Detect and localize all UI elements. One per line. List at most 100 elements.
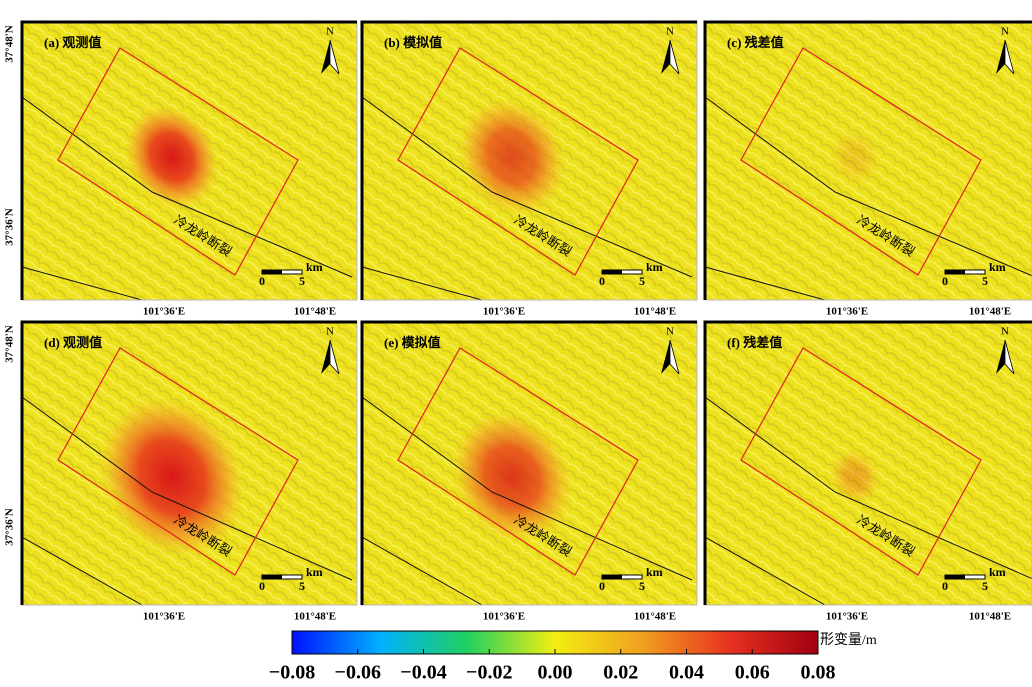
scale-unit: km [306, 565, 323, 579]
map-area [705, 22, 1032, 300]
lon-label: 101°48'E [634, 306, 676, 318]
scale-bar [602, 270, 622, 274]
lat-label: 37°36'N [4, 208, 16, 245]
map-border [360, 20, 697, 300]
north-arrow [669, 339, 680, 375]
scale-tick: 5 [639, 579, 645, 593]
north-label: N [666, 26, 674, 38]
map-area [22, 22, 357, 300]
lon-label: 101°36'E [483, 611, 525, 623]
scale-bar [602, 575, 622, 579]
fault-line [362, 536, 483, 605]
lat-label: 37°48'N [4, 25, 16, 62]
scale-tick: 0 [942, 579, 948, 593]
fault-line [22, 396, 353, 581]
deformation [124, 104, 220, 210]
panel-label: (b) 模拟值 [384, 35, 442, 50]
north-arrow [661, 340, 670, 374]
scale-tick: 0 [599, 274, 605, 288]
colorbar-tick-label: 0.00 [538, 662, 573, 684]
north-arrow [321, 340, 330, 374]
map-area [362, 22, 697, 300]
model-box [57, 347, 299, 576]
model-box [57, 47, 299, 276]
lon-label: 101°48'E [294, 611, 336, 623]
scale-bar [945, 575, 965, 579]
map-border [20, 20, 357, 300]
scale-unit: km [989, 565, 1006, 579]
scale-tick: 5 [982, 274, 988, 288]
lon-label: 101°48'E [969, 611, 1011, 623]
fault-line [362, 396, 693, 581]
fault-line [705, 536, 826, 605]
colorbar-tick-label: −0.02 [466, 662, 512, 684]
north-arrow [996, 40, 1005, 74]
north-arrow [661, 40, 670, 74]
model-box [397, 347, 639, 576]
north-label: N [1001, 326, 1009, 338]
map-area [362, 322, 697, 605]
fault-line [362, 96, 693, 278]
fault-line [705, 266, 826, 300]
fault-line [22, 266, 143, 300]
colorbar-tick-label: −0.04 [400, 662, 446, 684]
map-area [705, 322, 1032, 605]
scale-tick: 0 [259, 274, 265, 288]
north-arrow [321, 40, 330, 74]
north-arrow [669, 39, 680, 75]
colorbar-tick-label: 0.02 [603, 662, 638, 684]
colorbar-tick-label: 0.06 [735, 662, 770, 684]
scale-tick: 5 [639, 274, 645, 288]
scale-tick: 5 [299, 274, 305, 288]
lon-label: 101°48'E [634, 611, 676, 623]
map-border [20, 320, 357, 605]
colorbar-title: 形变量/m [820, 632, 877, 648]
colorbar-tick-label: −0.08 [269, 662, 315, 684]
lat-label: 37°48'N [4, 325, 16, 362]
lon-label: 101°36'E [826, 306, 868, 318]
deformation [828, 448, 882, 506]
scale-bar [262, 575, 282, 579]
north-arrow [996, 340, 1005, 374]
scale-unit: km [306, 260, 323, 274]
map-border [703, 320, 1032, 605]
panel-label: (a) 观测值 [44, 35, 101, 50]
lon-label: 101°36'E [143, 306, 185, 318]
scale-tick: 0 [942, 274, 948, 288]
scale-tick: 0 [599, 579, 605, 593]
scale-bar [262, 270, 282, 274]
model-box [397, 47, 639, 276]
panel-label: (e) 模拟值 [384, 335, 441, 350]
map-border [360, 320, 697, 605]
deformation [450, 409, 574, 545]
north-arrow [329, 339, 340, 375]
scale-tick: 5 [299, 579, 305, 593]
north-label: N [326, 326, 334, 338]
scale-bar [945, 270, 965, 274]
lon-label: 101°36'E [826, 611, 868, 623]
model-box [740, 47, 982, 276]
fault-line [22, 536, 143, 605]
lon-label: 101°48'E [294, 306, 336, 318]
colorbar-tick-label: 0.04 [669, 662, 704, 684]
map-border [703, 20, 1032, 300]
panel-label: (f) 残差值 [727, 335, 782, 350]
north-label: N [326, 26, 334, 38]
north-arrow [1004, 39, 1015, 75]
map-area [22, 322, 357, 605]
north-arrow [329, 39, 340, 75]
scale-unit: km [646, 260, 663, 274]
colorbar-tick-label: −0.06 [335, 662, 381, 684]
panel-label: (d) 观测值 [44, 335, 102, 350]
fault-line [705, 396, 1032, 580]
scale-unit: km [646, 565, 663, 579]
north-label: N [1001, 26, 1009, 38]
scale-tick: 0 [259, 579, 265, 593]
fault-line [22, 96, 353, 278]
